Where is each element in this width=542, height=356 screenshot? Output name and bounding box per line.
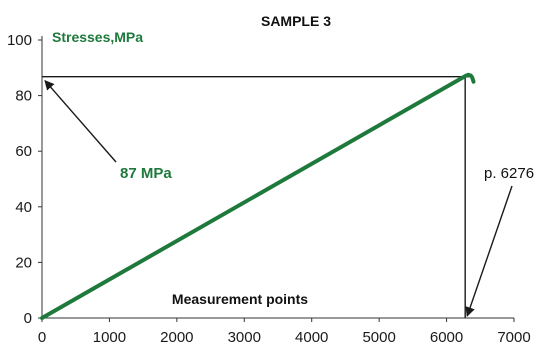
series-line xyxy=(40,72,476,320)
x-tick-label: 3000 xyxy=(228,329,261,346)
x-tick-label: 7000 xyxy=(497,329,530,346)
y-tick-label: 40 xyxy=(15,199,32,216)
y-tick-label: 0 xyxy=(24,310,32,327)
y-tick-label: 20 xyxy=(15,254,32,271)
x-axis-label: Measurement points xyxy=(172,291,308,307)
x-tick-label: 2000 xyxy=(160,329,193,346)
y-tick-label: 100 xyxy=(7,32,32,49)
data-series xyxy=(40,72,476,320)
x-tick-label: 6000 xyxy=(430,329,463,346)
x-tick-label: 5000 xyxy=(362,329,395,346)
reference-lines xyxy=(42,75,470,318)
annotations xyxy=(44,79,513,317)
y-axis-label: Stresses,MPa xyxy=(52,29,143,45)
y-tick-label: 80 xyxy=(15,88,32,105)
peak-point-arrow xyxy=(465,185,513,317)
x-tick-label: 1000 xyxy=(93,329,126,346)
x-tick-label: 0 xyxy=(38,329,46,346)
chart-title: SAMPLE 3 xyxy=(261,13,331,29)
peak-stress-arrow xyxy=(44,79,117,163)
y-axis: 0 20 40 60 80 100 xyxy=(7,32,43,327)
peak-stress-label: 87 MPa xyxy=(120,165,172,182)
peak-point-label: p. 6276 xyxy=(484,165,534,182)
x-tick-label: 4000 xyxy=(295,329,328,346)
x-axis: 0 1000 2000 3000 4000 5000 6000 7000 xyxy=(38,317,531,346)
y-tick-label: 60 xyxy=(15,143,32,160)
